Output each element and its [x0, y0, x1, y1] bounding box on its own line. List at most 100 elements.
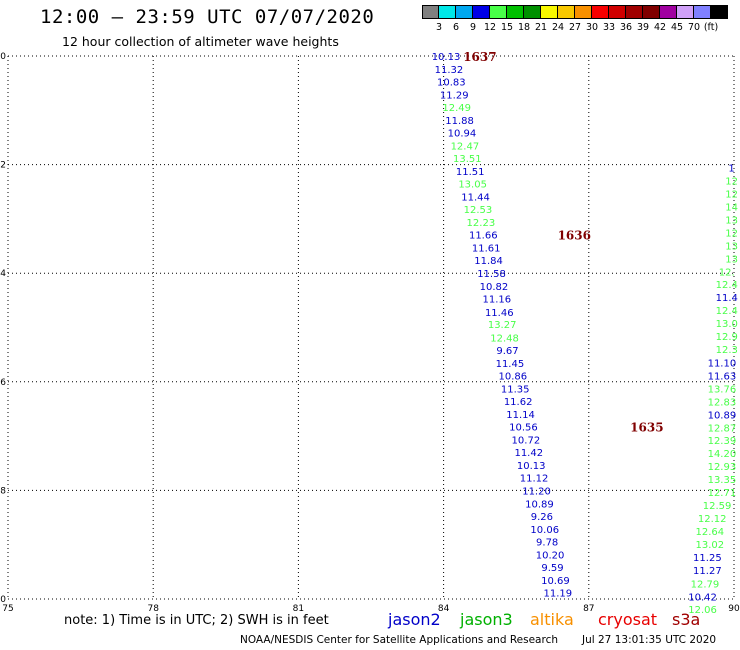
swh-data-label: 10.06 — [530, 525, 559, 536]
x-tick-label: 84 — [438, 604, 450, 614]
swh-data-label: 12 — [725, 228, 738, 239]
scale-label: 12 — [483, 22, 497, 33]
swh-data-label: 11.45 — [496, 359, 525, 370]
swh-data-label: 11.58 — [477, 269, 506, 280]
swh-data-label: 10.82 — [480, 282, 509, 293]
swh-data-label: 9.67 — [496, 346, 518, 357]
swh-data-label: 10.42 — [688, 592, 717, 603]
note-text: note: 1) Time is in UTC; 2) SWH is in fe… — [64, 613, 329, 628]
swh-data-label: 13.51 — [453, 154, 482, 165]
swh-data-label: 12.4 — [716, 306, 738, 317]
wave-height-color-scale: 3 6 9 12 15 18 21 24 27 30 33 36 39 42 45 70 (ft) — [422, 5, 728, 39]
swh-data-label: 9.26 — [531, 512, 553, 523]
swh-data-label: 11.14 — [506, 410, 535, 421]
scale-label: 21 — [534, 22, 548, 33]
pass-time-label: 1637 — [463, 50, 496, 64]
swh-data-label: 11.51 — [456, 167, 485, 178]
scale-swatch — [422, 5, 439, 18]
swh-data-label: 12.23 — [467, 218, 496, 229]
swh-data-label: 12.53 — [464, 205, 493, 216]
x-tick-label: 87 — [583, 604, 594, 614]
swh-data-label: 12.48 — [490, 333, 519, 344]
swh-data-label: 10.94 — [448, 129, 477, 140]
swh-data-label: 11.66 — [469, 231, 498, 242]
swh-data-label: 13.76 — [708, 384, 737, 395]
scale-swatch — [609, 5, 626, 18]
page-subtitle: 12 hour collection of altimeter wave hei… — [62, 34, 339, 49]
swh-data-label: 12.59 — [703, 501, 732, 512]
scale-swatch — [677, 5, 694, 18]
scale-label: 33 — [602, 22, 616, 33]
footer-source: NOAA/NESDIS Center for Satellite Applica… — [240, 634, 558, 646]
footer-timestamp: Jul 27 13:01:35 UTC 2020 — [582, 634, 717, 646]
pass-time-label: 1636 — [558, 229, 591, 243]
pass-time-label: 1635 — [630, 420, 663, 434]
swh-data-label: 11.88 — [445, 116, 474, 127]
y-tick-label: -28 — [0, 486, 6, 496]
swh-data-label: 10.56 — [509, 422, 538, 433]
swh-data-label: 9.78 — [536, 537, 558, 548]
scale-swatch — [507, 5, 524, 18]
swh-data-label: 12.9 — [716, 332, 738, 343]
swh-data-label: 11.20 — [522, 486, 551, 497]
swh-data-label: 11.25 — [693, 553, 722, 564]
swh-data-label: 11.35 — [501, 384, 530, 395]
swh-data-label: 12.93 — [708, 462, 737, 473]
swh-data-label: 11.32 — [435, 65, 464, 76]
swh-data-label: 11.10 — [708, 358, 737, 369]
y-tick-label: -30 — [0, 595, 6, 605]
legend-altika: altika — [530, 610, 574, 629]
scale-label: 30 — [585, 22, 599, 33]
legend-s3a: s3a — [672, 610, 701, 629]
scale-swatch — [592, 5, 609, 18]
swh-data-label: 12.4 — [716, 280, 738, 291]
swh-data-label: 10.89 — [525, 499, 554, 510]
scale-label: 42 — [653, 22, 667, 33]
swh-data-label: 11.4 — [716, 293, 738, 304]
scale-label: 15 — [500, 22, 514, 33]
swh-data-label: 12.49 — [442, 103, 471, 114]
x-tick-label: 90 — [728, 604, 740, 614]
scale-swatch — [439, 5, 456, 18]
swh-data-label: 11.63 — [708, 371, 737, 382]
swh-data-label: 13.02 — [695, 540, 724, 551]
swh-data-label: 13.0 — [716, 319, 738, 330]
scale-swatch — [490, 5, 507, 18]
swh-data-label: 11.19 — [544, 588, 573, 599]
swh-data-label: 11.61 — [472, 244, 501, 255]
swh-data-label: 12.79 — [691, 579, 720, 590]
swh-data-label: 13.05 — [458, 180, 487, 191]
swh-data-label: 10.89 — [708, 410, 737, 421]
swh-data-label: 13 — [725, 242, 738, 253]
scale-label: 24 — [551, 22, 565, 33]
scale-swatch — [524, 5, 541, 18]
scale-label: (ft) — [703, 22, 719, 33]
swh-data-label: 13 — [725, 215, 738, 226]
scale-swatch — [473, 5, 490, 18]
swh-data-label: 11.12 — [520, 473, 549, 484]
y-tick-label: -26 — [0, 378, 6, 388]
scale-swatch — [558, 5, 575, 18]
scale-frame — [422, 5, 728, 19]
scale-label: 36 — [619, 22, 633, 33]
scale-label: 6 — [452, 22, 460, 33]
swh-data-label: 12 — [725, 189, 738, 200]
scale-swatch — [456, 5, 473, 18]
scale-label: 27 — [568, 22, 582, 33]
scale-label: 3 — [435, 22, 443, 33]
scale-swatch — [660, 5, 677, 18]
scale-label: 9 — [469, 22, 477, 33]
swh-data-label: 10.20 — [536, 550, 565, 561]
swh-data-label: 12. — [719, 268, 735, 279]
swh-data-label: 12.12 — [698, 514, 727, 525]
y-tick-label: -22 — [0, 161, 6, 171]
swh-data-label: 11.27 — [693, 566, 722, 577]
scale-label: 45 — [670, 22, 684, 33]
scale-label: 70 — [687, 22, 701, 33]
swh-data-label: 11.16 — [483, 295, 512, 306]
swh-data-label: 12.06 — [688, 605, 717, 616]
swh-data-label: 10.72 — [512, 435, 541, 446]
swh-data-label: 12 — [725, 176, 738, 187]
scale-label: 18 — [517, 22, 531, 33]
